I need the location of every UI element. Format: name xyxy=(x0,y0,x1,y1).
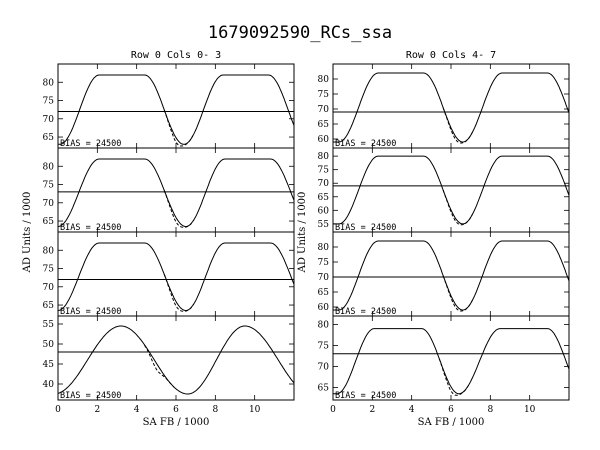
panel-2-4: 65 70 75 80 BIAS = 24500 xyxy=(318,315,570,401)
model-line xyxy=(438,358,470,396)
column-subtitle: Row 0 Cols 4- 7 xyxy=(406,50,496,61)
y-tick-label: 75 xyxy=(43,265,55,275)
series-line xyxy=(57,325,295,395)
y-tick-label: 65 xyxy=(318,383,330,393)
y-tick-label: 80 xyxy=(318,75,330,85)
y-tick-label: 65 xyxy=(43,217,55,227)
y-tick-label: 80 xyxy=(43,246,55,256)
x-tick-label: 10 xyxy=(249,405,261,415)
y-tick-label: 70 xyxy=(43,199,55,209)
y-tick-label: 80 xyxy=(318,243,330,253)
x-tick-label: 0 xyxy=(55,405,61,415)
panel-frame xyxy=(332,231,570,317)
model-line xyxy=(442,275,474,312)
model-line xyxy=(144,344,175,388)
series-line xyxy=(333,240,570,311)
model-line xyxy=(442,189,474,226)
y-tick-label: 80 xyxy=(43,162,55,172)
panel-2-3: 60 65 70 75 80 BIAS = 24500 xyxy=(318,231,570,317)
panel-frame xyxy=(332,63,570,149)
x-tick-label: 6 xyxy=(173,405,179,415)
x-tick-label: 10 xyxy=(524,405,536,415)
column-subtitle: Row 0 Cols 0- 3 xyxy=(131,50,221,61)
panel-frame xyxy=(57,231,295,317)
y-tick-label: 75 xyxy=(318,341,330,351)
x-tick-label: 8 xyxy=(487,405,493,415)
bias-label: BIAS = 24500 xyxy=(335,139,396,149)
y-tick-label: 75 xyxy=(43,97,55,107)
y-tick-label: 60 xyxy=(318,206,330,216)
model-line xyxy=(442,107,474,144)
y-tick-label: 70 xyxy=(318,105,330,115)
x-tick-label: 4 xyxy=(134,405,140,415)
panel-2-2: 55 60 65 70 75 80 BIAS = 24500 xyxy=(318,147,570,233)
y-tick-label: 55 xyxy=(318,220,330,230)
panel-frame xyxy=(332,147,570,233)
y-tick-label: 70 xyxy=(318,362,330,372)
y-tick-label: 75 xyxy=(318,90,330,100)
x-tick-label: 0 xyxy=(330,405,336,415)
y-tick-label: 70 xyxy=(43,283,55,293)
y-tick-label: 75 xyxy=(318,258,330,268)
panel-frame xyxy=(57,315,295,401)
y-tick-label: 80 xyxy=(318,152,330,162)
bias-label: BIAS = 24500 xyxy=(335,223,396,233)
x-axis-label: SA FB / 1000 xyxy=(418,417,485,428)
series-line xyxy=(333,155,570,225)
x-tick-label: 8 xyxy=(212,405,218,415)
y-tick-label: 65 xyxy=(318,288,330,298)
y-axis-label: AD Units / 1000 xyxy=(22,192,33,274)
figure-title: 1679092590_RCs_ssa xyxy=(208,23,392,43)
bias-label: BIAS = 24500 xyxy=(60,307,121,317)
panel-1-4: 40 45 50 55 BIAS = 24500 xyxy=(43,315,295,401)
y-tick-label: 40 xyxy=(43,380,55,390)
x-tick-label: 4 xyxy=(409,405,415,415)
y-tick-label: 80 xyxy=(318,320,330,330)
series-line xyxy=(57,242,295,312)
y-tick-label: 50 xyxy=(43,340,55,350)
x-tick-label: 2 xyxy=(94,405,100,415)
y-axis-label: AD Units / 1000 xyxy=(297,192,308,274)
series-line xyxy=(333,72,570,143)
panel-frame xyxy=(57,63,295,149)
bias-label: BIAS = 24500 xyxy=(60,139,121,149)
series-line xyxy=(57,158,295,228)
y-tick-label: 55 xyxy=(43,320,55,330)
series-line xyxy=(58,74,295,145)
y-tick-label: 65 xyxy=(43,133,55,143)
panel-1-1: 65 70 75 80 BIAS = 24500 xyxy=(43,63,295,149)
bias-label: BIAS = 24500 xyxy=(335,391,396,401)
y-tick-label: 65 xyxy=(318,193,330,203)
y-tick-label: 70 xyxy=(318,273,330,283)
y-tick-label: 65 xyxy=(318,120,330,130)
panel-2-1: 60 65 70 75 80 BIAS = 24500 xyxy=(318,63,570,149)
y-tick-label: 70 xyxy=(318,179,330,189)
series-line xyxy=(333,328,570,395)
y-tick-label: 65 xyxy=(43,301,55,311)
panel-1-2: 65 70 75 80 BIAS = 24500 xyxy=(43,147,295,233)
panel-1-3: 65 70 75 80 BIAS = 24500 xyxy=(43,231,295,317)
x-tick-label: 2 xyxy=(369,405,375,415)
y-tick-label: 75 xyxy=(318,166,330,176)
y-tick-label: 80 xyxy=(43,78,55,88)
x-tick-label: 6 xyxy=(448,405,454,415)
panel-frame xyxy=(57,147,295,233)
y-tick-label: 70 xyxy=(43,115,55,125)
y-tick-label: 45 xyxy=(43,360,55,370)
x-axis-label: SA FB / 1000 xyxy=(143,417,210,428)
y-tick-label: 75 xyxy=(43,181,55,191)
bias-label: BIAS = 24500 xyxy=(60,223,121,233)
y-tick-label: 60 xyxy=(318,135,330,145)
bias-label: BIAS = 24500 xyxy=(60,391,121,401)
model-line xyxy=(163,109,195,147)
bias-label: BIAS = 24500 xyxy=(335,307,396,317)
y-tick-label: 60 xyxy=(318,303,330,313)
